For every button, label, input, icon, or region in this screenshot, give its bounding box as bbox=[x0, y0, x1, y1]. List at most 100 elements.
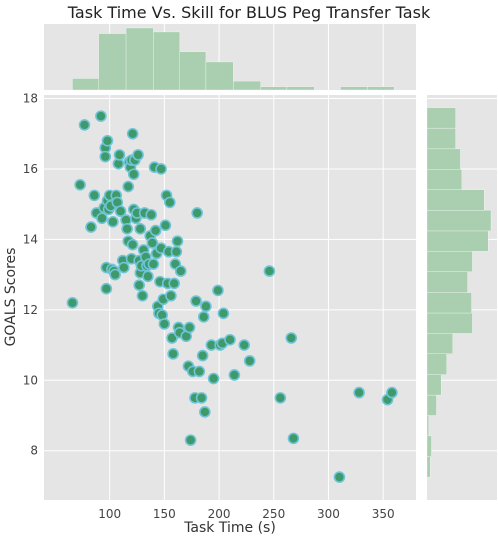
right-histogram-bar bbox=[426, 374, 442, 396]
scatter-point bbox=[126, 238, 139, 251]
scatter-point bbox=[107, 215, 119, 228]
right-histogram-bar bbox=[426, 353, 447, 375]
scatter-point bbox=[122, 180, 135, 193]
right-histogram-bar bbox=[426, 107, 456, 129]
right-histogram-bar bbox=[426, 312, 473, 334]
scatter-point bbox=[353, 386, 365, 399]
top-marginal-histogram bbox=[44, 24, 416, 91]
scatter-point bbox=[165, 289, 177, 302]
right-histogram-bar bbox=[426, 169, 463, 190]
x-tick-label: 350 bbox=[372, 507, 395, 521]
top-histogram-bar bbox=[286, 86, 315, 91]
scatter-point bbox=[158, 318, 171, 330]
x-tick-label: 150 bbox=[153, 507, 176, 521]
scatter-point bbox=[168, 277, 180, 290]
scatter-point bbox=[149, 224, 162, 237]
scatter-point bbox=[99, 150, 112, 163]
scatter-point bbox=[263, 265, 276, 277]
top-histogram-bar bbox=[233, 80, 261, 91]
scatter-point bbox=[66, 296, 79, 309]
scatter-point bbox=[166, 332, 178, 344]
scatter-point bbox=[200, 300, 212, 313]
scatter-point bbox=[228, 369, 241, 381]
y-axis-label: GOALS Scores bbox=[3, 248, 19, 347]
scatter-point bbox=[147, 258, 160, 270]
top-histogram-bar bbox=[98, 33, 127, 91]
scatter-point bbox=[133, 279, 145, 291]
scatter-point bbox=[114, 205, 127, 218]
scatter-point bbox=[196, 349, 209, 362]
x-tick-label: 300 bbox=[317, 507, 340, 521]
scatter-point bbox=[126, 127, 139, 140]
right-histogram-bar bbox=[426, 415, 429, 437]
scatter-point bbox=[127, 168, 140, 181]
y-tick-label: 14 bbox=[23, 232, 38, 246]
top-marginal-bars bbox=[72, 27, 395, 91]
scatter-point bbox=[78, 119, 91, 131]
scatter-point bbox=[184, 434, 197, 446]
scatter-point bbox=[170, 245, 183, 258]
scatter-point bbox=[287, 432, 300, 445]
scatter-point bbox=[285, 332, 298, 344]
top-histogram-bar bbox=[179, 51, 207, 91]
scatter-point bbox=[142, 270, 154, 283]
scatter-point bbox=[74, 179, 86, 191]
scatter-point bbox=[132, 149, 144, 161]
scatter-point bbox=[238, 339, 251, 351]
scatter-point bbox=[333, 471, 346, 483]
scatter-point bbox=[174, 265, 187, 277]
scatter-point bbox=[190, 295, 202, 307]
scatter-point bbox=[109, 268, 121, 281]
right-histogram-bar bbox=[426, 456, 431, 478]
scatter-point bbox=[193, 365, 206, 378]
y-axis-tick-labels: 8 10 12 14 16 18 bbox=[23, 92, 38, 458]
right-histogram-bar bbox=[426, 189, 485, 211]
scatter-point bbox=[191, 207, 203, 219]
scatter-point bbox=[96, 212, 108, 225]
scatter-point bbox=[195, 392, 208, 404]
right-histogram-bar bbox=[426, 271, 468, 293]
scatter-point bbox=[386, 386, 398, 399]
right-histogram-bar bbox=[426, 210, 492, 232]
right-histogram-bar bbox=[426, 394, 437, 416]
scatter-point bbox=[243, 355, 256, 367]
scatter-point bbox=[183, 321, 196, 334]
y-tick-label: 16 bbox=[23, 162, 38, 176]
x-tick-label: 200 bbox=[208, 507, 231, 521]
scatter-point bbox=[155, 163, 167, 175]
scatter-point bbox=[118, 261, 130, 274]
scatter-point bbox=[274, 392, 287, 404]
scatter-point bbox=[95, 110, 107, 122]
x-tick-label: 100 bbox=[98, 507, 121, 521]
y-tick-label: 12 bbox=[23, 303, 38, 317]
scatter-point bbox=[85, 221, 97, 233]
right-marginal-bars bbox=[426, 107, 492, 478]
scatter-point bbox=[136, 289, 149, 302]
x-axis-label: Task Time (s) bbox=[183, 520, 276, 536]
plot-area-background bbox=[44, 95, 416, 500]
scatter-point bbox=[145, 208, 158, 221]
right-histogram-bar bbox=[426, 435, 432, 457]
top-histogram-bar bbox=[125, 27, 154, 91]
right-histogram-bar bbox=[426, 292, 472, 314]
scatter-point bbox=[217, 307, 230, 320]
scatter-point bbox=[167, 348, 179, 360]
scatter-point bbox=[88, 189, 101, 202]
top-histogram-bar bbox=[205, 61, 234, 91]
right-histogram-bar bbox=[426, 230, 489, 252]
chart-title: Task Time Vs. Skill for BLUS Peg Transfe… bbox=[67, 3, 431, 22]
scatter-point bbox=[113, 149, 126, 161]
top-histogram-bar bbox=[153, 31, 180, 91]
x-tick-label: 250 bbox=[262, 507, 285, 521]
scatter-point bbox=[224, 333, 236, 346]
main-plot: 100 150 200 250 300 350 8 10 12 14 16 18 bbox=[23, 92, 416, 521]
scatter-point bbox=[100, 282, 113, 295]
top-histogram-bar bbox=[260, 86, 288, 91]
scatter-point bbox=[212, 284, 224, 297]
right-histogram-bar bbox=[426, 148, 461, 170]
scatter-points bbox=[66, 110, 398, 483]
x-axis-tick-labels: 100 150 200 250 300 350 bbox=[98, 507, 394, 521]
right-marginal-histogram bbox=[426, 95, 497, 500]
scatter-point bbox=[197, 311, 210, 323]
